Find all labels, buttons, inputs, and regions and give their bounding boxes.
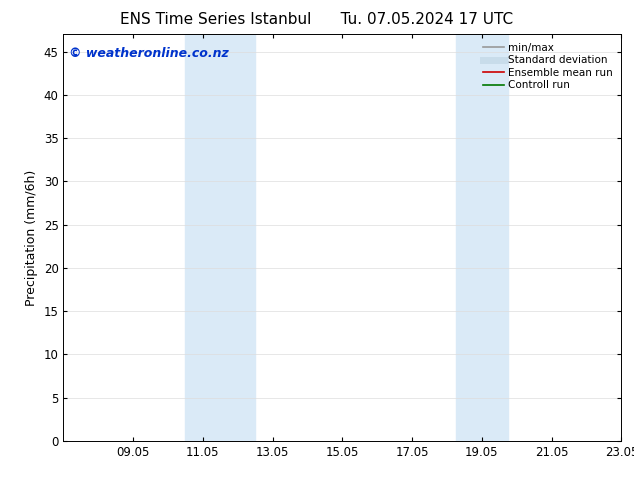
- Y-axis label: Precipitation (mm/6h): Precipitation (mm/6h): [25, 170, 38, 306]
- Bar: [456, 34, 508, 441]
- Bar: [185, 34, 255, 441]
- Text: ENS Time Series Istanbul      Tu. 07.05.2024 17 UTC: ENS Time Series Istanbul Tu. 07.05.2024 …: [120, 12, 514, 27]
- Legend: min/max, Standard deviation, Ensemble mean run, Controll run: min/max, Standard deviation, Ensemble me…: [480, 40, 616, 94]
- Text: © weatheronline.co.nz: © weatheronline.co.nz: [69, 47, 229, 59]
